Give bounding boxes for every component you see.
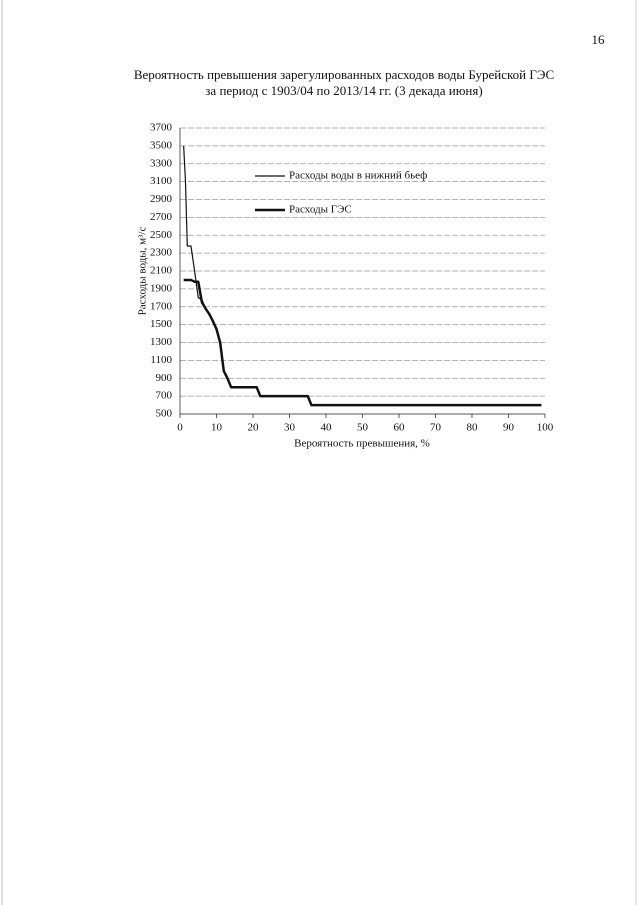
x-tick-label: 30 [284, 422, 296, 434]
y-tick-label: 2700 [150, 211, 173, 223]
x-axis-label: Вероятность превышения, % [294, 438, 430, 450]
y-tick-label: 1900 [150, 282, 173, 294]
x-tick-label: 90 [503, 422, 515, 434]
y-tick-label: 2300 [150, 247, 173, 259]
y-tick-label: 2900 [150, 193, 173, 205]
y-tick-label: 3700 [150, 122, 173, 134]
legend-label: Расходы воды в нижний бьеф [289, 170, 427, 182]
x-tick-label: 80 [467, 422, 479, 434]
y-axis-label: Расходы воды, м³/с [137, 227, 149, 316]
chart-title: Вероятность превышения зарегулированных … [134, 67, 554, 82]
y-tick-label: 900 [156, 372, 173, 384]
y-tick-label: 3100 [150, 175, 173, 187]
x-tick-label: 70 [430, 422, 442, 434]
y-tick-label: 2500 [150, 229, 173, 241]
y-tick-label: 500 [156, 408, 173, 420]
y-tick-label: 2100 [150, 265, 173, 277]
data-line [183, 278, 542, 407]
x-tick-label: 50 [357, 422, 369, 434]
y-tick-label: 700 [156, 390, 173, 402]
y-tick-label: 3300 [150, 157, 173, 169]
y-tick-label: 1100 [150, 354, 172, 366]
page-number: 16 [592, 32, 606, 47]
x-tick-label: 40 [321, 422, 333, 434]
legend-label: Расходы ГЭС [289, 204, 352, 216]
x-tick-label: 10 [211, 422, 223, 434]
y-tick-label: 1700 [150, 300, 173, 312]
y-tick-label: 1300 [150, 336, 173, 348]
x-tick-label: 60 [394, 422, 406, 434]
x-tick-label: 100 [537, 422, 554, 434]
y-tick-label: 3500 [150, 139, 173, 151]
y-tick-label: 1500 [150, 318, 173, 330]
x-tick-label: 20 [248, 422, 260, 434]
chart-subtitle: за период с 1903/04 по 2013/14 гг. (3 де… [205, 83, 482, 98]
x-tick-label: 0 [177, 422, 183, 434]
